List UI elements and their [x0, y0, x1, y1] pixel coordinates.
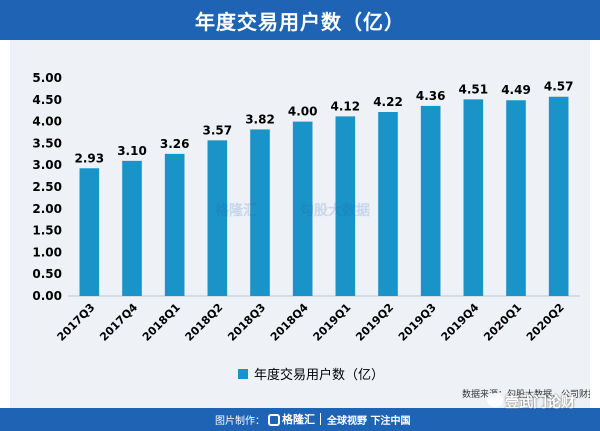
bar-value-label: 4.49 [501, 83, 531, 97]
bar-value-label: 2.93 [75, 151, 105, 165]
bar-value-label: 3.26 [160, 137, 190, 151]
footer-slogan: 全球视野 下注中国 [327, 416, 411, 427]
x-tick-label: 2017Q3 [55, 301, 98, 344]
y-axis: 0.00 0.50 1.00 1.50 2.00 2.50 3.00 3.50 4.00 4.50… [32, 71, 580, 303]
x-tick-label: 2019Q3 [396, 301, 439, 344]
y-tick-label: 5.00 [32, 71, 62, 85]
bar [378, 112, 398, 297]
y-tick-label: 2.50 [32, 180, 62, 194]
y-tick-label: 2.00 [32, 202, 62, 216]
brand-logo-icon [268, 414, 280, 426]
legend-label: 年度交易用户数（亿） [254, 367, 384, 383]
bars-group: 2.93 3.10 3.26 3.57 3.82 4.00 4.12 4.22 4.36 4.51… [75, 80, 574, 297]
y-tick-label: 0.50 [32, 267, 62, 281]
title-bar: 年度交易用户数（亿） [0, 0, 600, 40]
x-tick-label: 2019Q1 [311, 301, 354, 344]
chart-panel: 0.00 0.50 1.00 1.50 2.00 2.50 3.00 3.50 4.00 4.50… [10, 40, 590, 408]
y-tick-label: 4.00 [32, 115, 62, 129]
bar [122, 160, 142, 296]
y-tick-label: 4.50 [32, 93, 62, 107]
account-watermark: 壹武门论财 [505, 395, 575, 411]
x-tick-label: 2019Q4 [439, 301, 482, 344]
footer-brand: 格隆汇 [268, 411, 315, 427]
bar-value-label: 4.22 [373, 95, 403, 109]
y-tick-label: 3.00 [32, 158, 62, 172]
bar [79, 168, 100, 296]
footer-brand-name: 格隆汇 [282, 413, 315, 426]
bar [250, 129, 270, 296]
bar [164, 153, 185, 296]
bar [548, 96, 569, 296]
x-tick-label: 2019Q2 [353, 301, 396, 344]
x-tick-label: 2018Q2 [183, 301, 226, 344]
bar-value-label: 3.10 [117, 144, 147, 158]
bar [420, 105, 441, 297]
footer-credit: 图片制作： [215, 416, 265, 427]
bar-value-label: 4.00 [288, 105, 318, 119]
bar [207, 140, 228, 296]
bar-value-label: 4.12 [331, 99, 361, 113]
x-tick-label: 2020Q2 [524, 301, 567, 344]
x-tick-label: 2017Q4 [97, 301, 140, 344]
bar [292, 121, 313, 296]
y-tick-label: 1.00 [32, 245, 62, 259]
bar-value-label: 4.36 [416, 89, 446, 103]
y-tick-label: 1.50 [32, 224, 62, 238]
bar-value-label: 3.82 [245, 112, 275, 126]
legend: 年度交易用户数（亿） [238, 367, 384, 383]
x-tick-label: 2018Q1 [140, 301, 183, 344]
bar-chart: 0.00 0.50 1.00 1.50 2.00 2.50 3.00 3.50 4.00 4.50… [32, 71, 590, 400]
legend-swatch [238, 369, 248, 379]
y-tick-label: 3.50 [32, 136, 62, 150]
bar [335, 116, 356, 296]
footer-bar: 图片制作： 格隆汇 全球视野 下注中国 [0, 408, 600, 431]
bar [463, 99, 484, 296]
x-tick-label: 2018Q4 [268, 301, 311, 344]
wechat-icon [487, 393, 503, 407]
chart-title: 年度交易用户数（亿） [195, 9, 405, 34]
bar-value-label: 4.57 [544, 80, 574, 94]
center-watermark-text: 勾股大数据 [300, 203, 370, 219]
footer-divider [320, 413, 321, 425]
bar-value-label: 4.51 [459, 82, 489, 96]
x-tick-label: 2018Q3 [225, 301, 268, 344]
bar [506, 100, 526, 297]
bar-value-label: 3.57 [203, 123, 233, 137]
x-tick-label: 2020Q1 [481, 301, 524, 344]
center-watermark-logo: 格隆汇 [215, 203, 257, 219]
x-axis: 2017Q3 2017Q4 2018Q1 2018Q2 2018Q3 2018Q4 2019… [55, 301, 567, 344]
y-tick-label: 0.00 [32, 289, 62, 303]
